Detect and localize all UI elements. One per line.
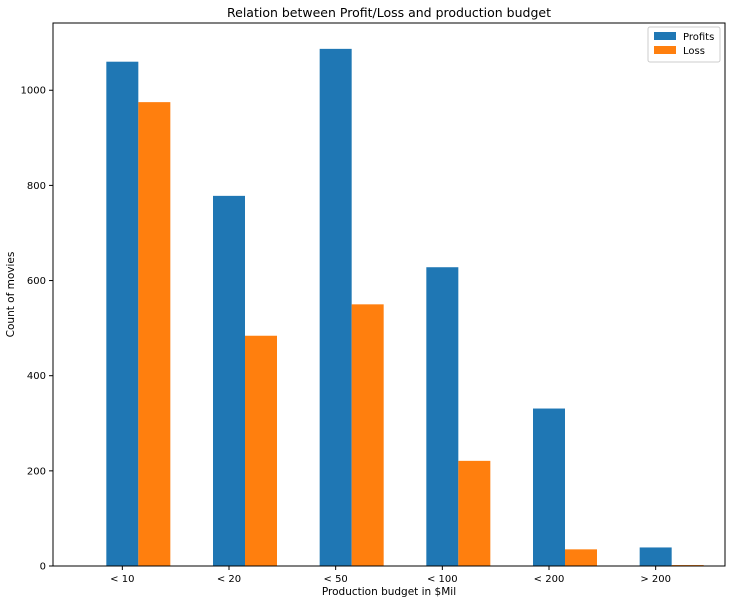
y-tick-label: 400: [27, 371, 46, 382]
legend-swatch-profits: [654, 32, 676, 40]
y-tick-label: 600: [27, 276, 46, 287]
plot-area: 0 200 400 600 800 1000 < 10 < 20 < 50 < 100 < 200…: [21, 22, 726, 585]
bar-profits-4: [533, 408, 565, 566]
bar-loss-2: [351, 304, 384, 566]
y-axis: 0 200 400 600 800 1000: [21, 86, 53, 573]
x-axis-label: Production budget in $Mil: [322, 586, 456, 598]
legend-label-profits: Profits: [683, 32, 714, 43]
bar-loss-3: [458, 460, 491, 566]
bar-profits-1: [213, 195, 245, 567]
x-tick-label: < 20: [217, 574, 241, 585]
legend-label-loss: Loss: [683, 46, 705, 57]
bar-loss-1: [245, 335, 277, 566]
x-tick-label: < 50: [324, 574, 348, 585]
plot-frame: [52, 22, 726, 567]
y-tick-label: 200: [27, 466, 46, 477]
x-tick-label: < 200: [534, 574, 565, 585]
y-tick-label: 0: [40, 562, 46, 573]
bar-profits-0: [106, 61, 139, 566]
legend: Profits Loss: [647, 26, 721, 63]
bar-loss-4: [565, 549, 597, 566]
chart-title: Relation between Profit/Loss and product…: [227, 5, 551, 20]
y-tick-label: 800: [27, 181, 46, 192]
x-tick-label: < 10: [110, 574, 134, 585]
bar-loss-0: [138, 102, 171, 566]
legend-swatch-loss: [654, 46, 676, 54]
bar-profits-2: [319, 48, 352, 567]
x-tick-label: > 200: [640, 574, 671, 585]
bar-profits-3: [426, 267, 459, 566]
x-tick-label: < 100: [427, 574, 458, 585]
bars-layer: [106, 48, 704, 567]
x-axis: < 10 < 20 < 50 < 100 < 200 > 200: [110, 566, 671, 585]
y-axis-label: Count of movies: [5, 252, 17, 338]
y-tick-label: 1000: [21, 86, 46, 97]
bar-profits-5: [639, 547, 672, 566]
